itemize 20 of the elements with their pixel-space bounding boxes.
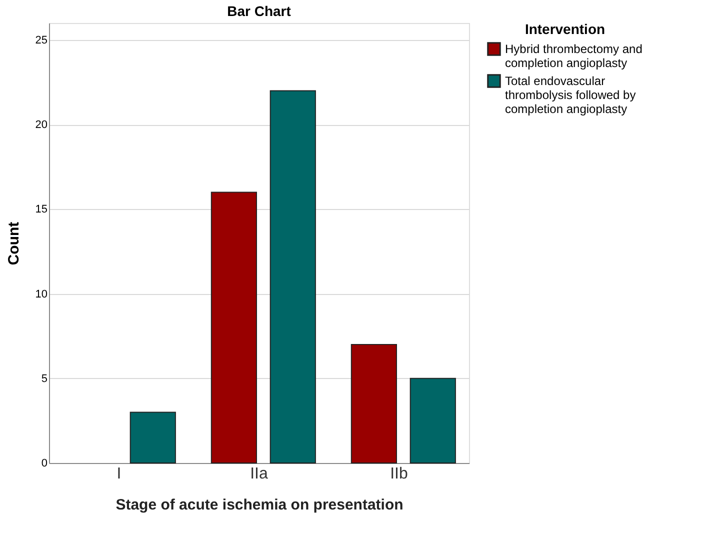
bar (270, 90, 316, 464)
y-tick-label: 25 (35, 34, 48, 46)
y-tick-label: 10 (35, 288, 48, 300)
legend-label: Hybrid thrombectomy and completion angioplasty (505, 42, 642, 70)
x-tick-label: IIb (390, 466, 408, 482)
x-tick-label: I (116, 466, 122, 482)
legend-label: Total endovascular thrombolysis followed by completion angioplasty (505, 74, 636, 116)
y-tick-label: 5 (41, 372, 48, 385)
legend-title: Intervention (524, 21, 606, 37)
chart-title: Bar Chart (227, 3, 292, 19)
y-tick-label: 20 (35, 119, 48, 132)
bar (350, 344, 397, 464)
y-tick-label: 0 (41, 458, 48, 470)
x-tick-label: IIa (250, 466, 268, 482)
bar (130, 412, 176, 464)
y-tick-label: 15 (35, 204, 48, 216)
x-axis-title: Stage of acute ischemia on presentation (116, 496, 404, 514)
y-axis-title: Count (5, 222, 22, 266)
bar (210, 192, 257, 464)
bar (410, 378, 456, 464)
